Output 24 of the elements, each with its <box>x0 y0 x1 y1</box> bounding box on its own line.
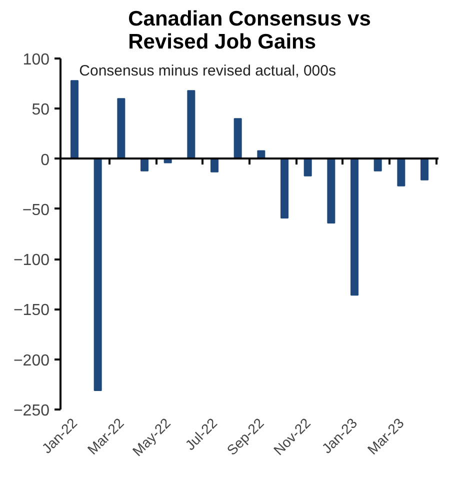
bar <box>140 158 148 172</box>
bar <box>187 90 196 160</box>
bar <box>210 158 218 172</box>
y-tick-label: −200 <box>13 352 50 370</box>
bar <box>350 158 358 296</box>
y-tick-label: −250 <box>13 402 50 420</box>
y-tick-label: 50 <box>32 102 50 119</box>
bar <box>397 158 406 186</box>
bar <box>94 158 102 391</box>
bar <box>70 80 78 160</box>
bar <box>280 158 288 218</box>
y-tick-label: −100 <box>13 252 50 270</box>
y-tick-label: −150 <box>13 302 50 320</box>
bar <box>420 158 428 180</box>
bar <box>327 158 336 224</box>
chart-subtitle: Consensus minus revised actual, 000s <box>79 62 336 80</box>
y-tick-label: 0 <box>40 152 50 169</box>
bar <box>374 158 382 172</box>
chart-title: Canadian Consensus vs Revised Job Gains <box>128 8 371 54</box>
bar <box>304 158 312 176</box>
y-tick-label: 100 <box>22 52 50 68</box>
bar <box>117 98 126 160</box>
y-tick-label: −50 <box>22 202 50 219</box>
bar <box>234 118 242 160</box>
